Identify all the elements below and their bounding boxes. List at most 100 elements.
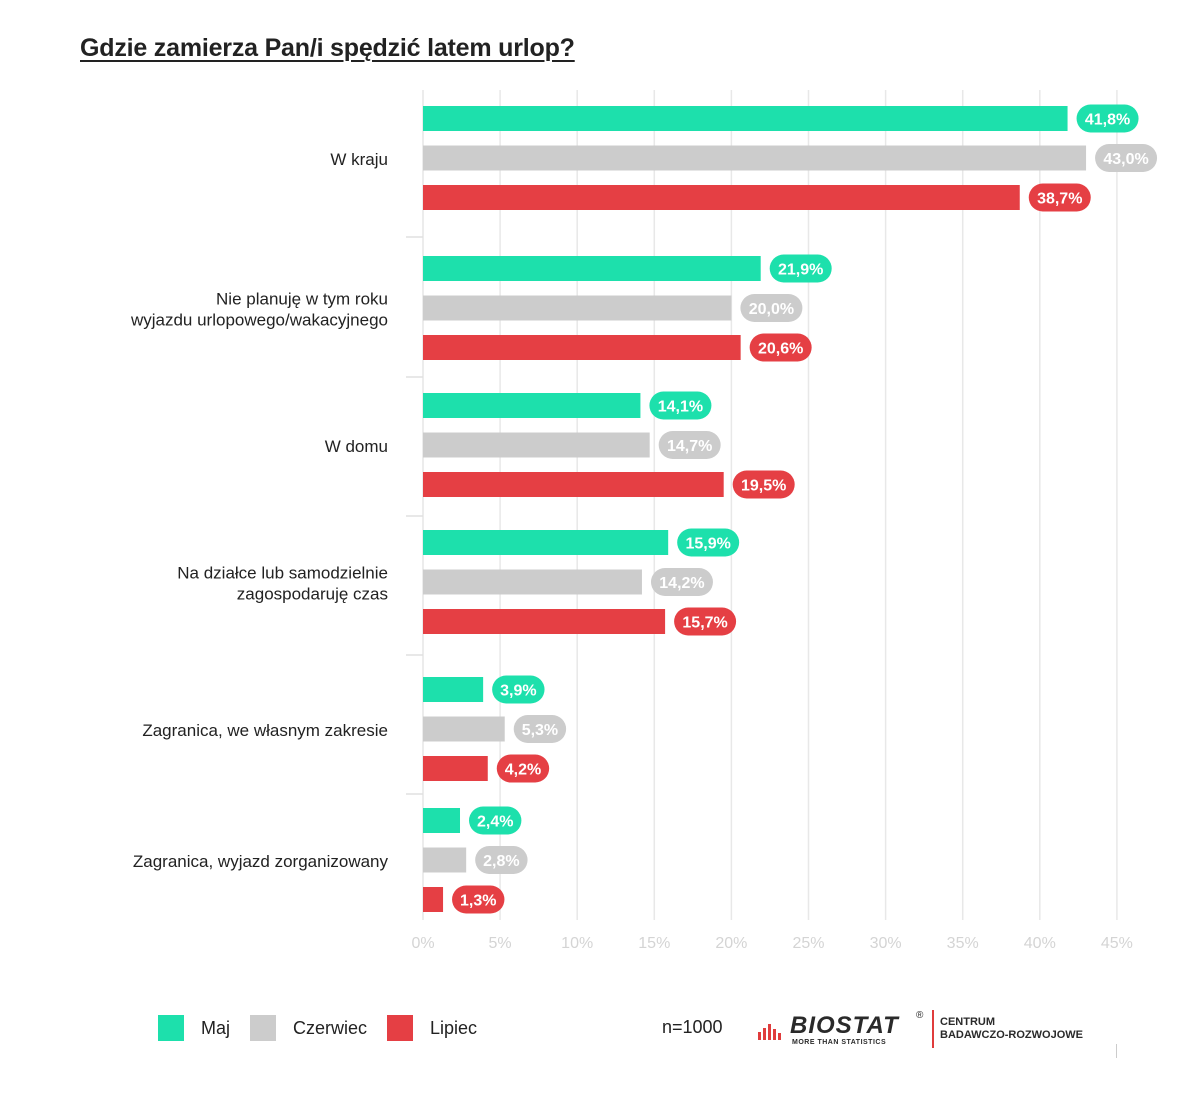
- legend-swatch-czerwiec: [250, 1015, 277, 1041]
- legend-label-maj: Maj: [201, 1017, 231, 1038]
- value-label-maj-1: 21,9%: [778, 262, 823, 279]
- bar-lipiec-0: [423, 185, 1020, 210]
- x-tick-label-0: 0%: [411, 935, 434, 952]
- value-pill-lipiec-1: [749, 333, 812, 362]
- logo-registered-mark: ®: [916, 1010, 924, 1021]
- bar-lipiec-4: [423, 756, 488, 781]
- category-label-3-0: Na działce lub samodzielnie: [177, 564, 388, 583]
- x-tick-label-45: 45%: [1101, 935, 1133, 952]
- category-label-0-0: W kraju: [330, 150, 388, 169]
- value-label-maj-2: 14,1%: [658, 399, 703, 416]
- x-tick-label-10: 10%: [561, 935, 593, 952]
- value-pill-maj-1: [769, 254, 832, 283]
- value-label-czerwiec-5: 2,8%: [483, 853, 519, 870]
- x-tick-label-35: 35%: [947, 935, 979, 952]
- value-label-maj-4: 3,9%: [500, 683, 536, 700]
- bar-lipiec-3: [423, 609, 666, 634]
- value-label-czerwiec-2: 14,7%: [667, 438, 712, 455]
- logo-divider: [932, 1010, 934, 1048]
- gridlines: [499, 90, 1118, 920]
- value-label-czerwiec-4: 5,3%: [522, 722, 558, 739]
- bar-maj-1: [423, 256, 761, 281]
- category-label-2-0: W domu: [325, 437, 388, 456]
- value-label-czerwiec-3: 14,2%: [659, 575, 704, 592]
- value-pill-czerwiec-5: [475, 846, 528, 874]
- value-pill-czerwiec-0: [1095, 144, 1158, 172]
- value-label-lipiec-1: 20,6%: [758, 341, 803, 358]
- x-tick-label-25: 25%: [792, 935, 824, 952]
- bar-czerwiec-2: [423, 432, 650, 458]
- legend-swatch-maj: [158, 1015, 184, 1041]
- bar-lipiec-5: [423, 887, 444, 912]
- category-labels: W kraju Nie planuję w tym roku wyjazdu url…: [130, 150, 389, 871]
- logo-division-line1: CENTRUM: [940, 1016, 995, 1028]
- bars: 41,8% 21,9% 14,1% 15,9% 3,9% 2,4% 43,0% 20,0% 14…: [423, 104, 1158, 914]
- value-label-maj-3: 15,9%: [685, 536, 730, 553]
- category-label-5-0: Zagranica, wyjazd zorganizowany: [133, 852, 389, 871]
- value-pill-czerwiec-3: [650, 568, 713, 596]
- value-label-lipiec-0: 38,7%: [1037, 191, 1082, 208]
- bar-chart: 41,8% 21,9% 14,1% 15,9% 3,9% 2,4% 43,0% 20,0% 14…: [130, 90, 1158, 952]
- chart-title: Gdzie zamierza Pan/i spędzić latem urlop…: [80, 34, 575, 62]
- value-pill-czerwiec-4: [513, 715, 567, 743]
- bar-maj-0: [423, 106, 1068, 131]
- value-pill-lipiec-2: [732, 470, 795, 499]
- value-label-lipiec-5: 1,3%: [460, 893, 496, 910]
- bar-czerwiec-0: [423, 145, 1087, 171]
- value-label-czerwiec-0: 43,0%: [1103, 151, 1148, 168]
- logo-bars-icon: [758, 1024, 781, 1040]
- x-tick-label-5: 5%: [489, 935, 512, 952]
- bar-czerwiec-4: [423, 716, 505, 742]
- legend-label-czerwiec: Czerwiec: [293, 1017, 368, 1038]
- value-pill-maj-3: [677, 528, 740, 557]
- bar-maj-3: [423, 530, 669, 555]
- sample-size: n=1000: [662, 1017, 723, 1037]
- bar-czerwiec-5: [423, 847, 467, 873]
- biostat-logo: BIOSTAT ® MORE THAN STATISTICS CENTRUM B…: [758, 1010, 1098, 1052]
- logo-division: CENTRUM BADAWCZO-ROZWOJOWE: [940, 1016, 1083, 1042]
- value-label-maj-5: 2,4%: [477, 814, 513, 831]
- legend-item-maj: Maj: [158, 1015, 230, 1041]
- bar-lipiec-1: [423, 335, 741, 360]
- value-pill-lipiec-4: [496, 754, 550, 783]
- value-pill-maj-0: [1076, 104, 1139, 133]
- x-tick-labels: 0% 5% 10% 15% 20% 25% 30% 35% 40% 45%: [411, 935, 1132, 952]
- category-label-1-1: wyjazdu urlopowego/wakacyjnego: [130, 311, 388, 330]
- value-label-lipiec-3: 15,7%: [682, 615, 727, 632]
- value-pill-lipiec-0: [1028, 183, 1091, 212]
- value-label-lipiec-2: 19,5%: [741, 478, 786, 495]
- value-label-czerwiec-1: 20,0%: [749, 301, 794, 318]
- value-pill-maj-5: [469, 806, 522, 835]
- logo-wordmark: BIOSTAT: [790, 1012, 899, 1039]
- legend-label-lipiec: Lipiec: [430, 1017, 478, 1038]
- value-pill-lipiec-5: [452, 885, 505, 914]
- value-pill-maj-4: [492, 675, 545, 704]
- value-pill-maj-2: [649, 391, 712, 420]
- value-label-maj-0: 41,8%: [1085, 112, 1130, 129]
- x-tick-label-15: 15%: [638, 935, 670, 952]
- value-pill-czerwiec-1: [740, 294, 803, 322]
- legend: Maj Czerwiec Lipiec: [158, 1015, 497, 1041]
- corner-tick: [1116, 1044, 1117, 1058]
- x-tick-label-20: 20%: [715, 935, 747, 952]
- logo-division-line2: BADAWCZO-ROZWOJOWE: [940, 1029, 1083, 1041]
- legend-swatch-lipiec: [387, 1015, 414, 1041]
- category-label-1-0: Nie planuję w tym roku: [216, 290, 388, 309]
- value-pill-czerwiec-2: [658, 431, 721, 459]
- legend-item-czerwiec: Czerwiec: [250, 1015, 367, 1041]
- logo-tagline: MORE THAN STATISTICS: [792, 1039, 887, 1046]
- value-label-lipiec-4: 4,2%: [505, 762, 541, 779]
- x-tick-label-40: 40%: [1024, 935, 1056, 952]
- x-tick-label-30: 30%: [870, 935, 902, 952]
- bar-maj-5: [423, 808, 461, 833]
- legend-item-lipiec: Lipiec: [387, 1015, 477, 1041]
- bar-lipiec-2: [423, 472, 724, 497]
- bar-maj-2: [423, 393, 641, 418]
- value-pill-lipiec-3: [674, 607, 737, 636]
- category-label-4-0: Zagranica, we własnym zakresie: [142, 721, 388, 740]
- bar-maj-4: [423, 677, 484, 702]
- bar-czerwiec-1: [423, 295, 732, 321]
- category-label-3-1: zagospodaruję czas: [237, 585, 388, 604]
- bar-czerwiec-3: [423, 569, 642, 595]
- category-axis: [406, 90, 424, 920]
